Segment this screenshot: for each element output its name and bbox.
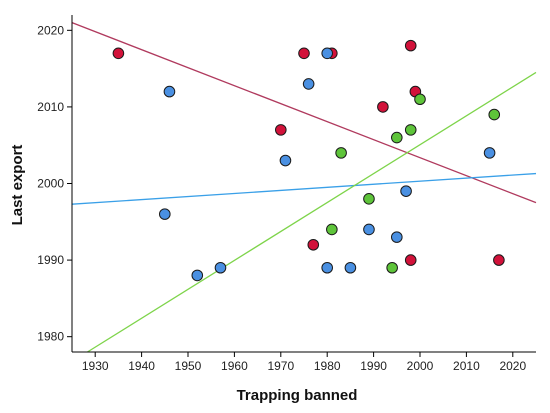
x-tick-label: 1990 [360,359,387,373]
data-points [112,39,505,282]
data-point-series-2 [404,124,417,136]
data-point-series-1 [400,185,412,197]
data-point-series-0 [404,254,417,266]
x-tick-label: 1950 [175,359,202,373]
data-point-series-1 [391,231,403,243]
y-tick-label: 1980 [37,330,64,344]
data-point-series-2 [414,93,426,106]
data-point-series-2 [335,147,347,159]
x-tick-label: 1940 [128,359,155,373]
x-tick-label: 2010 [453,359,480,373]
x-axis-ticks: 1930 1940 1950 1960 1970 1980 1990 2000 2010 2020 [82,352,526,373]
data-point-series-1 [163,85,176,98]
data-point-series-1 [344,261,357,274]
fit-lines [71,22,537,353]
x-tick-label: 1980 [314,359,341,373]
data-point-series-0 [112,47,125,60]
y-tick-label: 1990 [37,253,64,267]
data-point-series-0 [493,254,505,266]
data-point-series-1 [279,154,292,167]
data-point-series-0 [377,101,389,113]
x-tick-label: 1970 [267,359,294,373]
data-point-series-1 [302,78,315,90]
fit-line-series-0 [71,22,537,204]
data-point-series-0 [298,47,310,60]
data-point-series-1 [483,147,496,159]
data-point-series-0 [404,39,417,52]
x-tick-label: 1930 [82,359,109,373]
y-tick-label: 2020 [37,23,64,37]
y-tick-label: 2000 [37,177,64,191]
data-point-series-2 [363,193,375,205]
x-axis-label: Trapping banned [237,387,358,404]
data-point-series-1 [321,47,334,60]
y-axis-label: Last export [9,145,26,226]
x-tick-label: 2000 [407,359,434,373]
x-tick-label: 2020 [499,359,526,373]
data-point-series-0 [275,124,287,136]
data-point-series-2 [488,108,501,121]
data-point-series-1 [363,223,375,236]
y-tick-label: 2010 [37,100,64,114]
y-axis-ticks: 1980 1990 2000 2010 2020 [37,23,72,344]
data-point-series-2 [326,223,338,236]
axes [71,15,536,353]
data-point-series-2 [386,261,398,274]
x-tick-label: 1960 [221,359,248,373]
data-point-series-2 [391,131,403,144]
data-point-series-0 [307,238,320,251]
data-point-series-1 [214,261,227,274]
fit-line-series-1 [71,172,537,205]
data-point-series-1 [321,261,334,274]
data-point-series-1 [191,269,204,282]
fit-line-series-2 [87,71,537,353]
data-point-series-1 [159,208,171,220]
